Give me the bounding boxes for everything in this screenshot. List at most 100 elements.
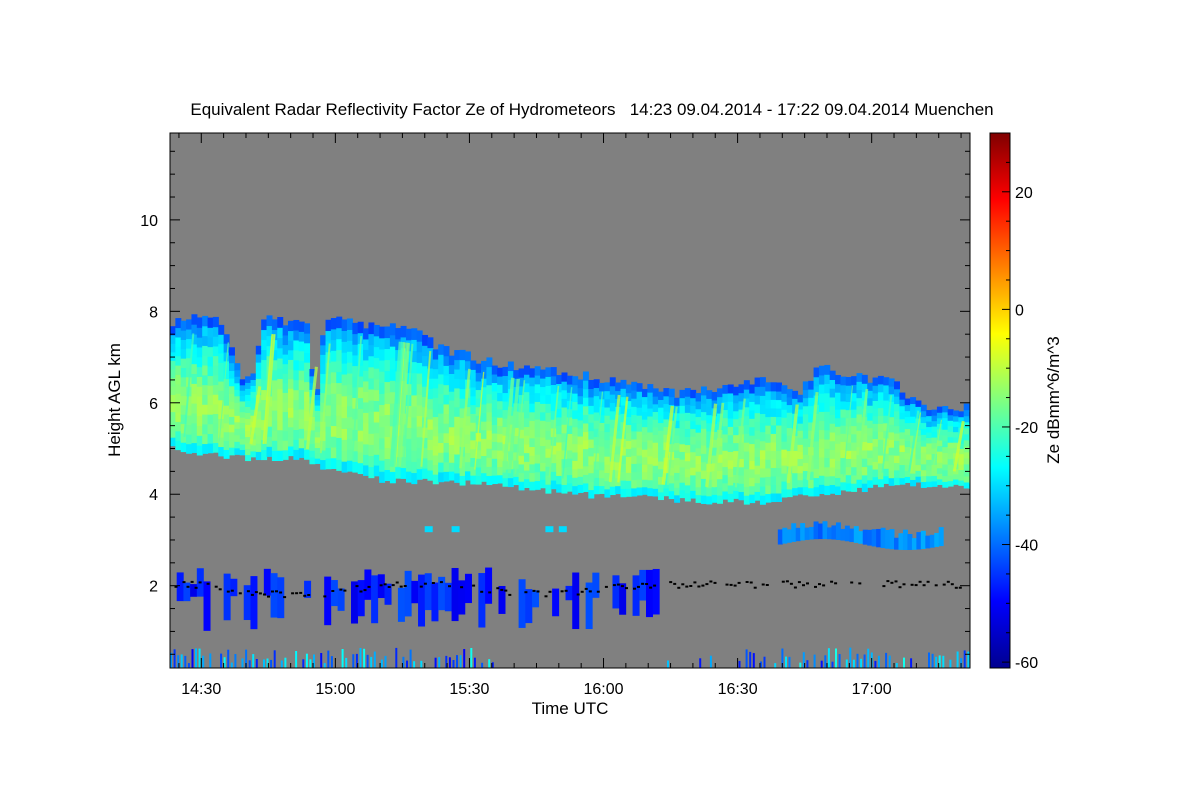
reflectivity-cell <box>792 457 799 466</box>
reflectivity-cell <box>840 433 847 442</box>
reflectivity-cell <box>808 405 815 415</box>
reflectivity-cell <box>899 425 906 433</box>
reflectivity-cell <box>711 486 718 495</box>
reflectivity-cell <box>641 403 648 413</box>
reflectivity-cell <box>936 473 943 480</box>
reflectivity-cell <box>448 444 455 454</box>
clutter-cell <box>323 663 326 668</box>
reflectivity-cell <box>561 389 568 399</box>
clutter-cell <box>470 648 473 668</box>
cloud-base-marker <box>439 581 443 584</box>
reflectivity-cell <box>287 330 294 341</box>
reflectivity-cell <box>287 426 294 437</box>
reflectivity-cell <box>427 337 434 349</box>
reflectivity-cell <box>443 394 450 405</box>
reflectivity-cell <box>824 383 831 394</box>
reflectivity-cell <box>722 466 729 476</box>
cloud-base-marker <box>367 585 371 588</box>
reflectivity-cell <box>196 435 203 446</box>
reflectivity-cell <box>663 472 670 481</box>
reflectivity-cell <box>840 457 847 467</box>
reflectivity-cell <box>277 577 285 619</box>
reflectivity-cell <box>792 480 799 489</box>
reflectivity-cell <box>700 486 707 496</box>
reflectivity-cell <box>304 352 311 363</box>
reflectivity-cell <box>818 484 825 494</box>
cloud-base-marker <box>488 591 492 594</box>
reflectivity-cell <box>363 454 370 466</box>
reflectivity-cell <box>363 443 370 455</box>
reflectivity-cell <box>813 385 820 396</box>
reflectivity-cell <box>797 486 804 495</box>
reflectivity-cell <box>690 405 697 414</box>
reflectivity-cell <box>170 420 176 430</box>
reflectivity-cell <box>926 481 933 488</box>
reflectivity-cell <box>802 478 809 488</box>
reflectivity-cell <box>529 481 536 491</box>
clutter-cell <box>488 659 491 668</box>
reflectivity-cell <box>641 434 648 443</box>
cloud-base-marker <box>793 586 797 589</box>
reflectivity-cell <box>749 384 756 394</box>
cloud-base-marker <box>785 580 789 583</box>
reflectivity-cell <box>545 439 552 449</box>
reflectivity-cell <box>920 416 927 424</box>
reflectivity-cell <box>845 377 852 386</box>
reflectivity-cell <box>679 420 686 429</box>
reflectivity-cell <box>314 420 321 427</box>
reflectivity-cell <box>304 400 311 412</box>
reflectivity-cell <box>668 459 675 468</box>
reflectivity-cell <box>942 458 949 465</box>
reflectivity-cell <box>963 439 970 447</box>
reflectivity-cell <box>791 523 797 542</box>
reflectivity-cell <box>470 422 477 432</box>
reflectivity-cell <box>384 469 391 482</box>
reflectivity-cell <box>481 395 488 405</box>
reflectivity-cell <box>422 365 429 377</box>
reflectivity-cell <box>438 373 445 385</box>
reflectivity-cell <box>261 329 268 341</box>
cloud-base-marker <box>190 580 194 583</box>
colorbar <box>989 132 1011 669</box>
reflectivity-cell <box>191 333 198 345</box>
reflectivity-cell <box>346 405 353 418</box>
reflectivity-cell <box>658 491 664 501</box>
reflectivity-cell <box>877 415 884 424</box>
reflectivity-cell <box>411 428 418 440</box>
cloud-base-marker <box>950 583 954 586</box>
reflectivity-cell <box>212 374 219 386</box>
reflectivity-cell <box>958 411 965 418</box>
reflectivity-cell <box>175 440 182 451</box>
reflectivity-cell <box>711 439 718 448</box>
reflectivity-cell <box>695 447 702 457</box>
reflectivity-cell <box>363 391 370 403</box>
reflectivity-cell <box>330 425 337 437</box>
reflectivity-cell <box>424 573 432 611</box>
reflectivity-cell <box>733 426 740 436</box>
reflectivity-cell <box>572 572 580 630</box>
reflectivity-cell <box>840 481 847 491</box>
reflectivity-cell <box>647 471 654 481</box>
reflectivity-cell <box>604 464 611 474</box>
reflectivity-cell <box>202 423 209 435</box>
reflectivity-cell <box>572 468 579 478</box>
reflectivity-cell <box>876 528 882 548</box>
reflectivity-cell <box>314 426 321 433</box>
reflectivity-cell <box>411 439 418 451</box>
reflectivity-cell <box>411 383 418 396</box>
reflectivity-cell <box>894 432 900 441</box>
reflectivity-cell <box>287 340 294 351</box>
reflectivity-cell <box>368 411 375 423</box>
reflectivity-cell <box>931 415 938 422</box>
reflectivity-cell <box>298 437 305 449</box>
reflectivity-cell <box>647 439 654 449</box>
reflectivity-cell <box>170 343 176 353</box>
reflectivity-cell <box>856 397 863 407</box>
reflectivity-cell <box>802 446 809 455</box>
reflectivity-cell <box>818 475 825 485</box>
reflectivity-cell <box>212 423 219 434</box>
reflectivity-cell <box>717 462 723 471</box>
reflectivity-cell <box>304 323 311 334</box>
reflectivity-cell <box>486 366 493 377</box>
reflectivity-cell <box>765 382 772 392</box>
